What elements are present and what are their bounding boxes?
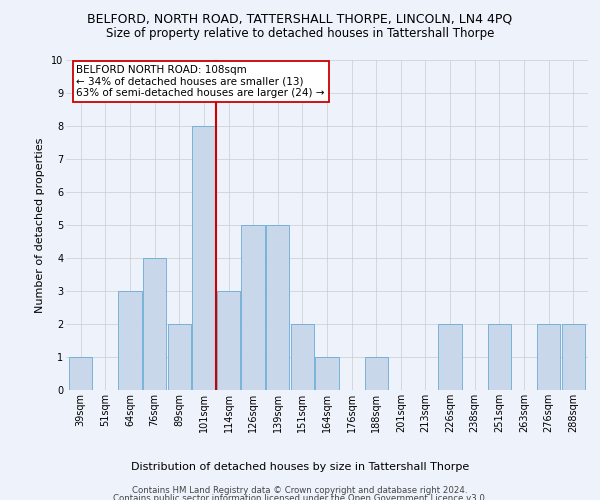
- Bar: [118, 291, 142, 390]
- Bar: [290, 324, 314, 390]
- Bar: [143, 258, 166, 390]
- Y-axis label: Number of detached properties: Number of detached properties: [35, 138, 46, 312]
- Text: Contains HM Land Registry data © Crown copyright and database right 2024.: Contains HM Land Registry data © Crown c…: [132, 486, 468, 495]
- Bar: [562, 324, 585, 390]
- Bar: [365, 357, 388, 390]
- Bar: [217, 291, 240, 390]
- Text: Size of property relative to detached houses in Tattershall Thorpe: Size of property relative to detached ho…: [106, 28, 494, 40]
- Bar: [192, 126, 215, 390]
- Bar: [266, 225, 289, 390]
- Text: BELFORD, NORTH ROAD, TATTERSHALL THORPE, LINCOLN, LN4 4PQ: BELFORD, NORTH ROAD, TATTERSHALL THORPE,…: [88, 12, 512, 26]
- Bar: [537, 324, 560, 390]
- Bar: [241, 225, 265, 390]
- Bar: [488, 324, 511, 390]
- Bar: [69, 357, 92, 390]
- Text: Contains public sector information licensed under the Open Government Licence v3: Contains public sector information licen…: [113, 494, 487, 500]
- Bar: [167, 324, 191, 390]
- Bar: [316, 357, 338, 390]
- Text: BELFORD NORTH ROAD: 108sqm
← 34% of detached houses are smaller (13)
63% of semi: BELFORD NORTH ROAD: 108sqm ← 34% of deta…: [76, 65, 325, 98]
- Bar: [439, 324, 462, 390]
- Text: Distribution of detached houses by size in Tattershall Thorpe: Distribution of detached houses by size …: [131, 462, 469, 472]
